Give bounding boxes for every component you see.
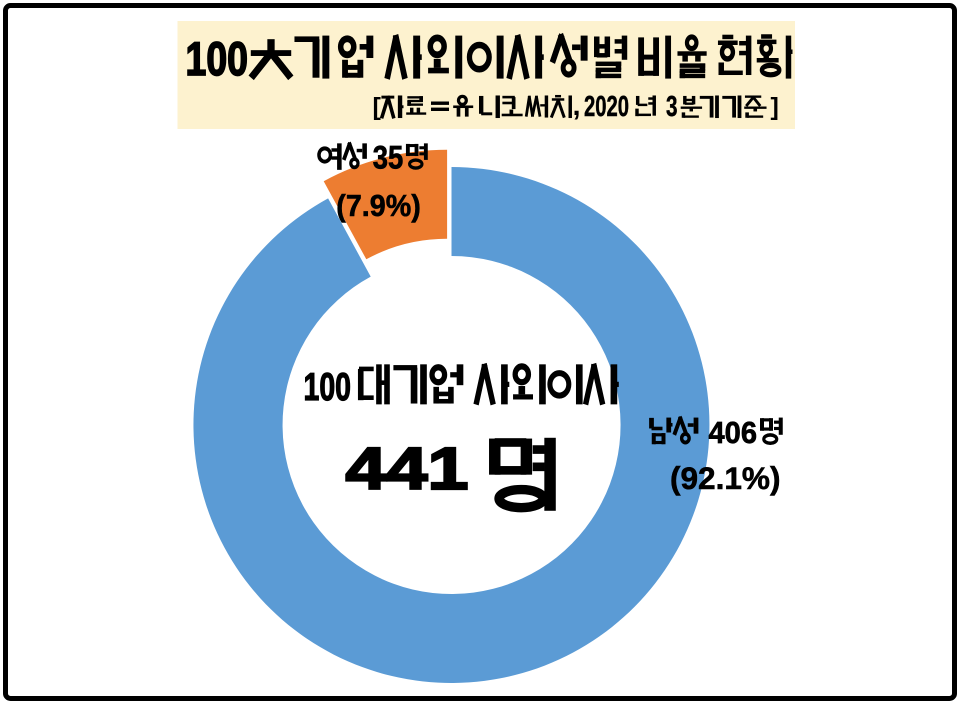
svg-text:[: [ bbox=[373, 93, 382, 121]
svg-text:2020: 2020 bbox=[584, 91, 629, 123]
svg-text:100: 100 bbox=[304, 366, 352, 409]
svg-text:(92.1%): (92.1%) bbox=[670, 460, 781, 496]
svg-text:]: ] bbox=[771, 93, 779, 121]
svg-text:3: 3 bbox=[666, 91, 678, 123]
svg-text:(7.9%): (7.9%) bbox=[336, 189, 421, 223]
svg-text:,: , bbox=[573, 90, 581, 122]
svg-text:35: 35 bbox=[373, 140, 404, 176]
svg-text:406: 406 bbox=[709, 416, 758, 450]
svg-text:441: 441 bbox=[346, 436, 469, 502]
svg-text:100: 100 bbox=[186, 33, 249, 86]
